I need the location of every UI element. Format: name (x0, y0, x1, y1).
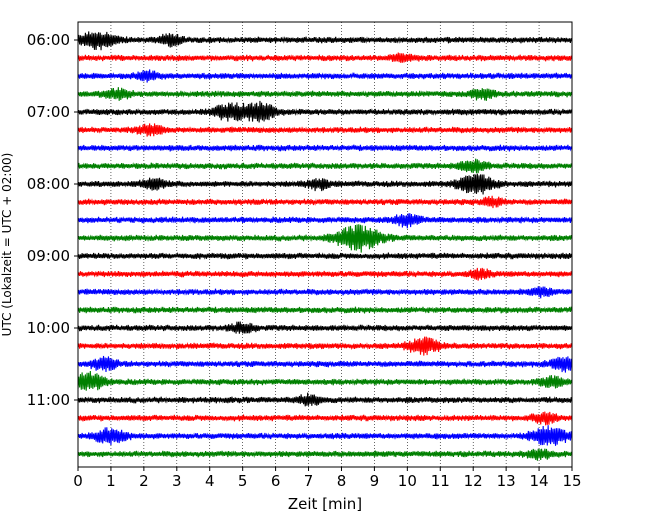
x-tick-label: 3 (172, 472, 182, 490)
trace-row (77, 321, 573, 334)
x-tick-label: 10 (398, 472, 417, 490)
trace-row (77, 87, 573, 101)
x-tick-label: 1 (106, 472, 116, 490)
trace-row (77, 69, 573, 83)
x-tick-label: 0 (73, 472, 83, 490)
trace-row (77, 336, 573, 356)
trace-rows (77, 31, 573, 461)
x-tick-label: 9 (370, 472, 380, 490)
trace-row (77, 213, 573, 229)
x-tick-label: 11 (431, 472, 450, 490)
y-tick-label: 11:00 (27, 391, 70, 409)
trace-row (77, 392, 573, 407)
trace-row (77, 448, 573, 461)
trace-row (77, 31, 573, 51)
trace-row (77, 251, 573, 260)
x-tick-label: 2 (139, 472, 149, 490)
x-tick-label: 4 (205, 472, 215, 490)
x-tick-label: 12 (464, 472, 483, 490)
trace-row (77, 425, 573, 446)
trace-row (77, 158, 573, 174)
trace-row (77, 100, 573, 123)
trace-row (77, 286, 573, 299)
x-tick-label: 8 (337, 472, 347, 490)
trace-row (77, 144, 573, 152)
y-axis-ticks: 06:00 07:00 08:00 09:00 10:00 11:00 (27, 31, 78, 409)
trace-row (77, 411, 573, 426)
plot-frame (77, 21, 573, 468)
trace-row (77, 52, 573, 63)
y-tick-label: 07:00 (27, 103, 70, 121)
x-axis-label: Zeit [min] (288, 495, 362, 513)
x-tick-label: 13 (497, 472, 516, 490)
y-tick-label: 10:00 (27, 319, 70, 337)
x-tick-label: 6 (271, 472, 281, 490)
x-axis-ticks: 0 1 2 3 4 5 6 7 8 9 10 11 12 13 14 15 (73, 467, 582, 490)
trace-row (77, 173, 573, 195)
y-axis-label: UTC (Lokalzeit = UTC + 02:00) (0, 153, 14, 337)
x-tick-label: 7 (304, 472, 314, 490)
trace-row (77, 371, 573, 391)
x-tick-label: 14 (530, 472, 549, 490)
y-tick-label: 06:00 (27, 31, 70, 49)
trace-row (77, 224, 573, 253)
trace-row (77, 355, 573, 373)
y-tick-label: 09:00 (27, 247, 70, 265)
trace-row (77, 306, 573, 314)
x-tick-label: 5 (238, 472, 248, 490)
trace-row (77, 267, 573, 281)
y-tick-label: 08:00 (27, 175, 70, 193)
x-tick-label: 15 (562, 472, 581, 490)
trace-row (77, 195, 573, 209)
trace-row (77, 123, 573, 137)
